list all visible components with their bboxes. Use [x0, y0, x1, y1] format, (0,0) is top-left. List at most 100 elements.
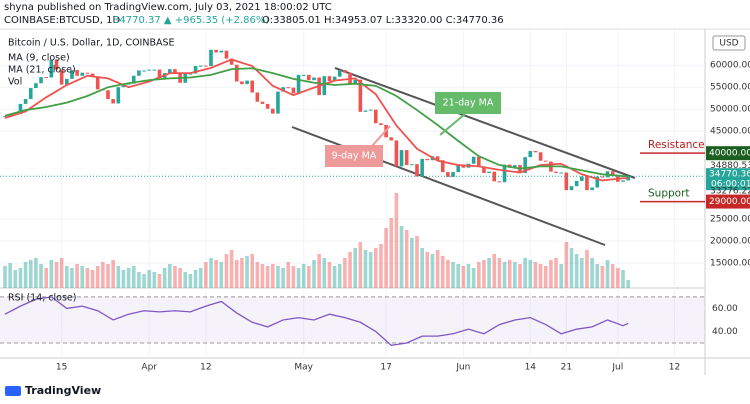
candle — [23, 99, 28, 104]
candle — [415, 164, 419, 177]
x-tick-label: Jul — [611, 363, 623, 373]
level-label: 40000.00 — [709, 149, 750, 159]
volume-bar — [131, 266, 136, 288]
candle — [404, 150, 409, 166]
volume-bar — [219, 262, 224, 288]
volume-bar — [507, 260, 512, 288]
candle — [142, 70, 146, 72]
volume-bar — [224, 254, 229, 288]
candle — [374, 109, 378, 124]
volume-bar — [410, 238, 414, 288]
legend-entry: MA (9, close) — [8, 53, 70, 64]
candle — [580, 176, 584, 181]
volume-bar — [301, 264, 306, 288]
candle — [307, 74, 311, 81]
publisher-line: shyna published on TradingView.com, July… — [4, 2, 332, 13]
candle — [590, 187, 594, 191]
last-price-time: 06:00:01 — [711, 180, 750, 190]
volume-bar — [54, 262, 59, 288]
volume-bar — [477, 262, 481, 288]
candle — [245, 80, 249, 85]
candle — [204, 65, 208, 67]
candle — [379, 123, 383, 126]
candle — [471, 156, 476, 164]
candle — [131, 75, 136, 84]
candle — [461, 165, 466, 168]
channel-upper — [334, 67, 636, 179]
candle — [147, 69, 151, 71]
candle — [188, 73, 193, 75]
candle — [28, 88, 33, 100]
volume-bar — [250, 254, 254, 288]
volume-bar — [621, 270, 625, 288]
volume-bar — [559, 264, 563, 288]
volume-bar — [193, 270, 198, 288]
volume-bar — [574, 254, 579, 288]
volume-bar — [173, 266, 177, 288]
volume-bar — [3, 266, 7, 288]
volume-bar — [121, 270, 126, 288]
candle — [477, 156, 481, 167]
x-tick-label: 15 — [56, 363, 67, 373]
volume-bar — [404, 230, 409, 288]
level-box — [706, 146, 750, 161]
volume-bar — [348, 252, 352, 288]
candle — [358, 79, 363, 112]
candle — [90, 73, 95, 77]
candle — [224, 50, 229, 59]
candle — [533, 150, 538, 153]
candle — [389, 137, 394, 141]
candle — [137, 70, 141, 76]
level-box — [706, 194, 750, 209]
volume-bar — [28, 260, 33, 288]
day-high-label: 34880.53 — [710, 161, 750, 171]
candle — [214, 49, 218, 53]
volume-bar — [168, 264, 172, 288]
volume-bar — [538, 264, 543, 288]
candle — [312, 77, 316, 81]
volume-bar — [368, 252, 373, 288]
volume-bar — [471, 268, 476, 288]
volume-bar — [322, 258, 327, 288]
volume-bar — [286, 262, 291, 288]
candle — [255, 92, 260, 102]
candle — [276, 91, 280, 114]
candle — [44, 77, 48, 79]
volume-bar — [518, 264, 522, 288]
candle — [420, 158, 424, 177]
volume-bar — [435, 250, 440, 288]
volume-bar — [142, 274, 146, 288]
candle — [595, 176, 600, 188]
volume-bar — [80, 266, 85, 288]
volume-bar — [85, 268, 90, 288]
x-tick-label: Apr — [141, 363, 157, 373]
volume-bars — [3, 193, 630, 288]
volume-bar — [152, 272, 157, 288]
volume-bar — [569, 248, 574, 288]
volume-bar — [420, 248, 424, 288]
volume-bar — [528, 260, 533, 288]
volume-bar — [513, 262, 517, 288]
candle — [95, 76, 100, 90]
annotation-text: 21-day MA — [443, 98, 494, 109]
axes: 15 Apr 12 May 17 Jun 14 21 Jul 12 60000.00 55000.00… — [56, 61, 750, 373]
day-low-label: 33276.22 — [710, 186, 750, 196]
volume-bar — [18, 268, 23, 288]
volume-bar — [126, 268, 131, 288]
candle — [394, 140, 399, 167]
y-tick-label: 15000.00 — [710, 259, 750, 269]
volume-bar — [543, 266, 548, 288]
volume-bar — [44, 268, 48, 288]
volume-bar — [101, 262, 105, 288]
candle — [34, 83, 38, 89]
candle — [538, 152, 543, 161]
volume-bar — [456, 264, 460, 288]
candle — [49, 59, 54, 78]
candle — [343, 70, 347, 73]
volume-bar — [332, 266, 337, 288]
volume-bar — [39, 264, 43, 288]
volume-bar — [245, 256, 249, 288]
candle — [528, 150, 533, 158]
rsi-legend: RSI (14, close) — [8, 293, 76, 304]
